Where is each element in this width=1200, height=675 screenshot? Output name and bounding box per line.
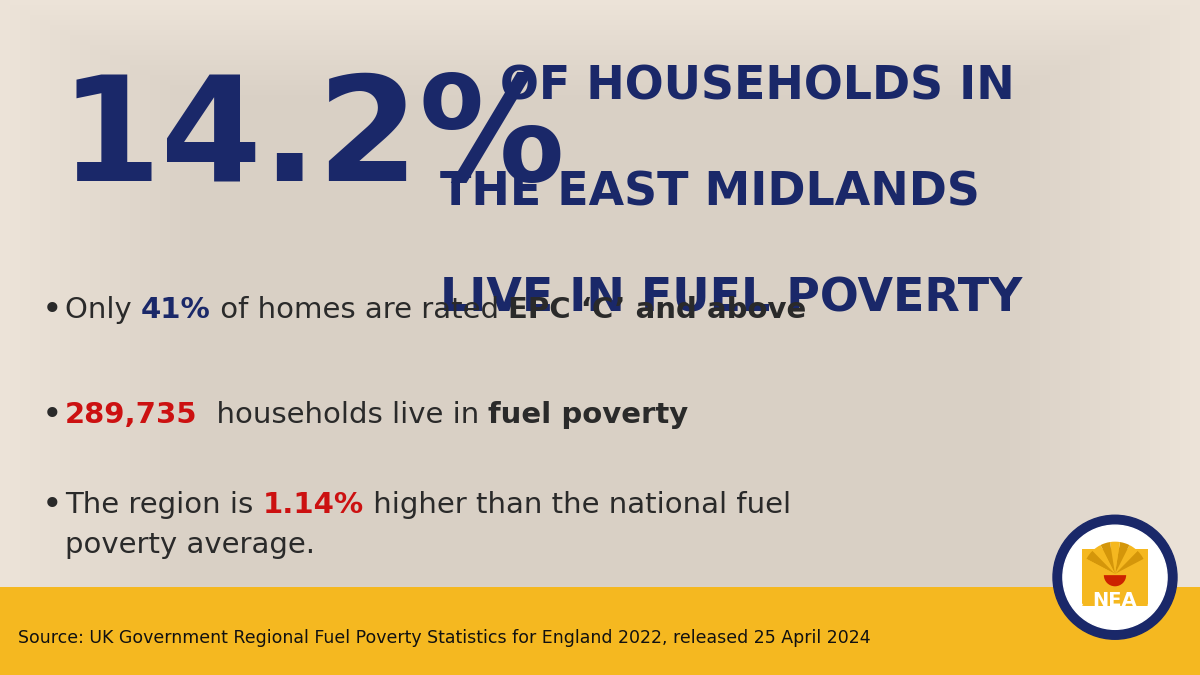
Text: R: R xyxy=(1108,620,1114,625)
Bar xyxy=(80,40,1120,635)
Circle shape xyxy=(1054,515,1177,639)
Text: I: I xyxy=(1082,609,1088,614)
Text: I: I xyxy=(1148,547,1154,553)
Wedge shape xyxy=(1110,541,1120,574)
Text: OF HOUSEHOLDS IN: OF HOUSEHOLDS IN xyxy=(500,65,1015,110)
Text: C: C xyxy=(1075,601,1082,608)
Text: T: T xyxy=(1144,542,1152,550)
Text: higher than the national fuel: higher than the national fuel xyxy=(364,491,791,519)
Text: fuel poverty: fuel poverty xyxy=(488,401,689,429)
Text: A: A xyxy=(1136,536,1144,543)
Text: households live in: households live in xyxy=(198,401,488,429)
Text: A: A xyxy=(1073,550,1080,558)
Text: O: O xyxy=(1141,608,1148,615)
Bar xyxy=(120,60,1080,615)
Bar xyxy=(160,80,1040,595)
Text: T: T xyxy=(1075,546,1082,554)
Wedge shape xyxy=(1086,551,1115,574)
Text: 14.2%: 14.2% xyxy=(60,70,566,211)
Text: A: A xyxy=(1090,533,1098,541)
Text: EPC ‘C’ and above: EPC ‘C’ and above xyxy=(508,296,806,324)
Text: N: N xyxy=(1086,536,1093,544)
Wedge shape xyxy=(1092,545,1115,574)
Wedge shape xyxy=(1100,542,1115,574)
Text: 289,735: 289,735 xyxy=(65,401,198,429)
Text: N: N xyxy=(1090,614,1097,620)
Bar xyxy=(130,65,1070,610)
Text: N: N xyxy=(1070,554,1078,562)
Text: •: • xyxy=(1154,590,1160,595)
Text: L: L xyxy=(1096,532,1102,539)
Text: O: O xyxy=(1081,539,1090,547)
Text: of homes are rated: of homes are rated xyxy=(211,296,508,324)
Text: M: M xyxy=(1129,615,1136,622)
Text: •: • xyxy=(42,488,62,522)
Bar xyxy=(0,587,1200,675)
Wedge shape xyxy=(1115,545,1138,574)
Bar xyxy=(100,50,1100,625)
Bar xyxy=(110,55,1090,620)
Text: LIVE IN FUEL POVERTY: LIVE IN FUEL POVERTY xyxy=(440,276,1022,321)
Text: THE EAST MIDLANDS: THE EAST MIDLANDS xyxy=(440,171,980,215)
Wedge shape xyxy=(1104,575,1126,587)
Wedge shape xyxy=(1115,551,1144,574)
Wedge shape xyxy=(1115,542,1129,574)
Wedge shape xyxy=(1084,559,1115,574)
Text: O: O xyxy=(1086,611,1093,618)
Text: E: E xyxy=(1105,529,1110,536)
Text: NEA: NEA xyxy=(1093,591,1138,610)
Text: Source: UK Government Regional Fuel Poverty Statistics for England 2022, release: Source: UK Government Regional Fuel Pove… xyxy=(18,629,871,647)
Text: Only: Only xyxy=(65,296,142,324)
Text: O: O xyxy=(1103,618,1109,624)
Bar xyxy=(180,90,1020,585)
Bar xyxy=(1081,549,1148,605)
Bar xyxy=(140,70,1060,605)
Text: R: R xyxy=(1126,618,1132,624)
Text: •: • xyxy=(42,398,62,432)
Text: The region is: The region is xyxy=(65,491,263,519)
Bar xyxy=(150,75,1050,600)
Text: 41%: 41% xyxy=(142,296,211,324)
Text: F: F xyxy=(1099,618,1104,624)
Text: W: W xyxy=(1116,620,1123,625)
Text: •: • xyxy=(42,293,62,327)
Text: A: A xyxy=(1121,618,1127,624)
Bar xyxy=(170,85,1030,590)
Bar xyxy=(70,35,1130,640)
Text: poverty average.: poverty average. xyxy=(65,531,314,559)
Text: •: • xyxy=(1069,590,1075,595)
Bar xyxy=(90,45,1110,630)
Text: M: M xyxy=(1144,604,1152,612)
Text: 1.14%: 1.14% xyxy=(263,491,364,519)
Text: S: S xyxy=(1150,598,1157,604)
Text: C: C xyxy=(1140,539,1148,547)
Text: N: N xyxy=(1110,529,1116,535)
Text: E: E xyxy=(1147,601,1154,608)
Text: Y: Y xyxy=(1128,531,1135,539)
Text: E: E xyxy=(1115,529,1120,535)
Text: R: R xyxy=(1120,529,1126,536)
Wedge shape xyxy=(1115,559,1147,574)
Text: H: H xyxy=(1138,611,1145,618)
Text: A: A xyxy=(1073,597,1080,604)
Text: G: G xyxy=(1123,530,1130,537)
Text: N: N xyxy=(1152,554,1160,562)
Bar xyxy=(190,95,1010,580)
Circle shape xyxy=(1063,525,1168,629)
Text: I: I xyxy=(1079,543,1085,549)
Text: T: T xyxy=(1079,605,1085,612)
Text: O: O xyxy=(1150,550,1158,558)
